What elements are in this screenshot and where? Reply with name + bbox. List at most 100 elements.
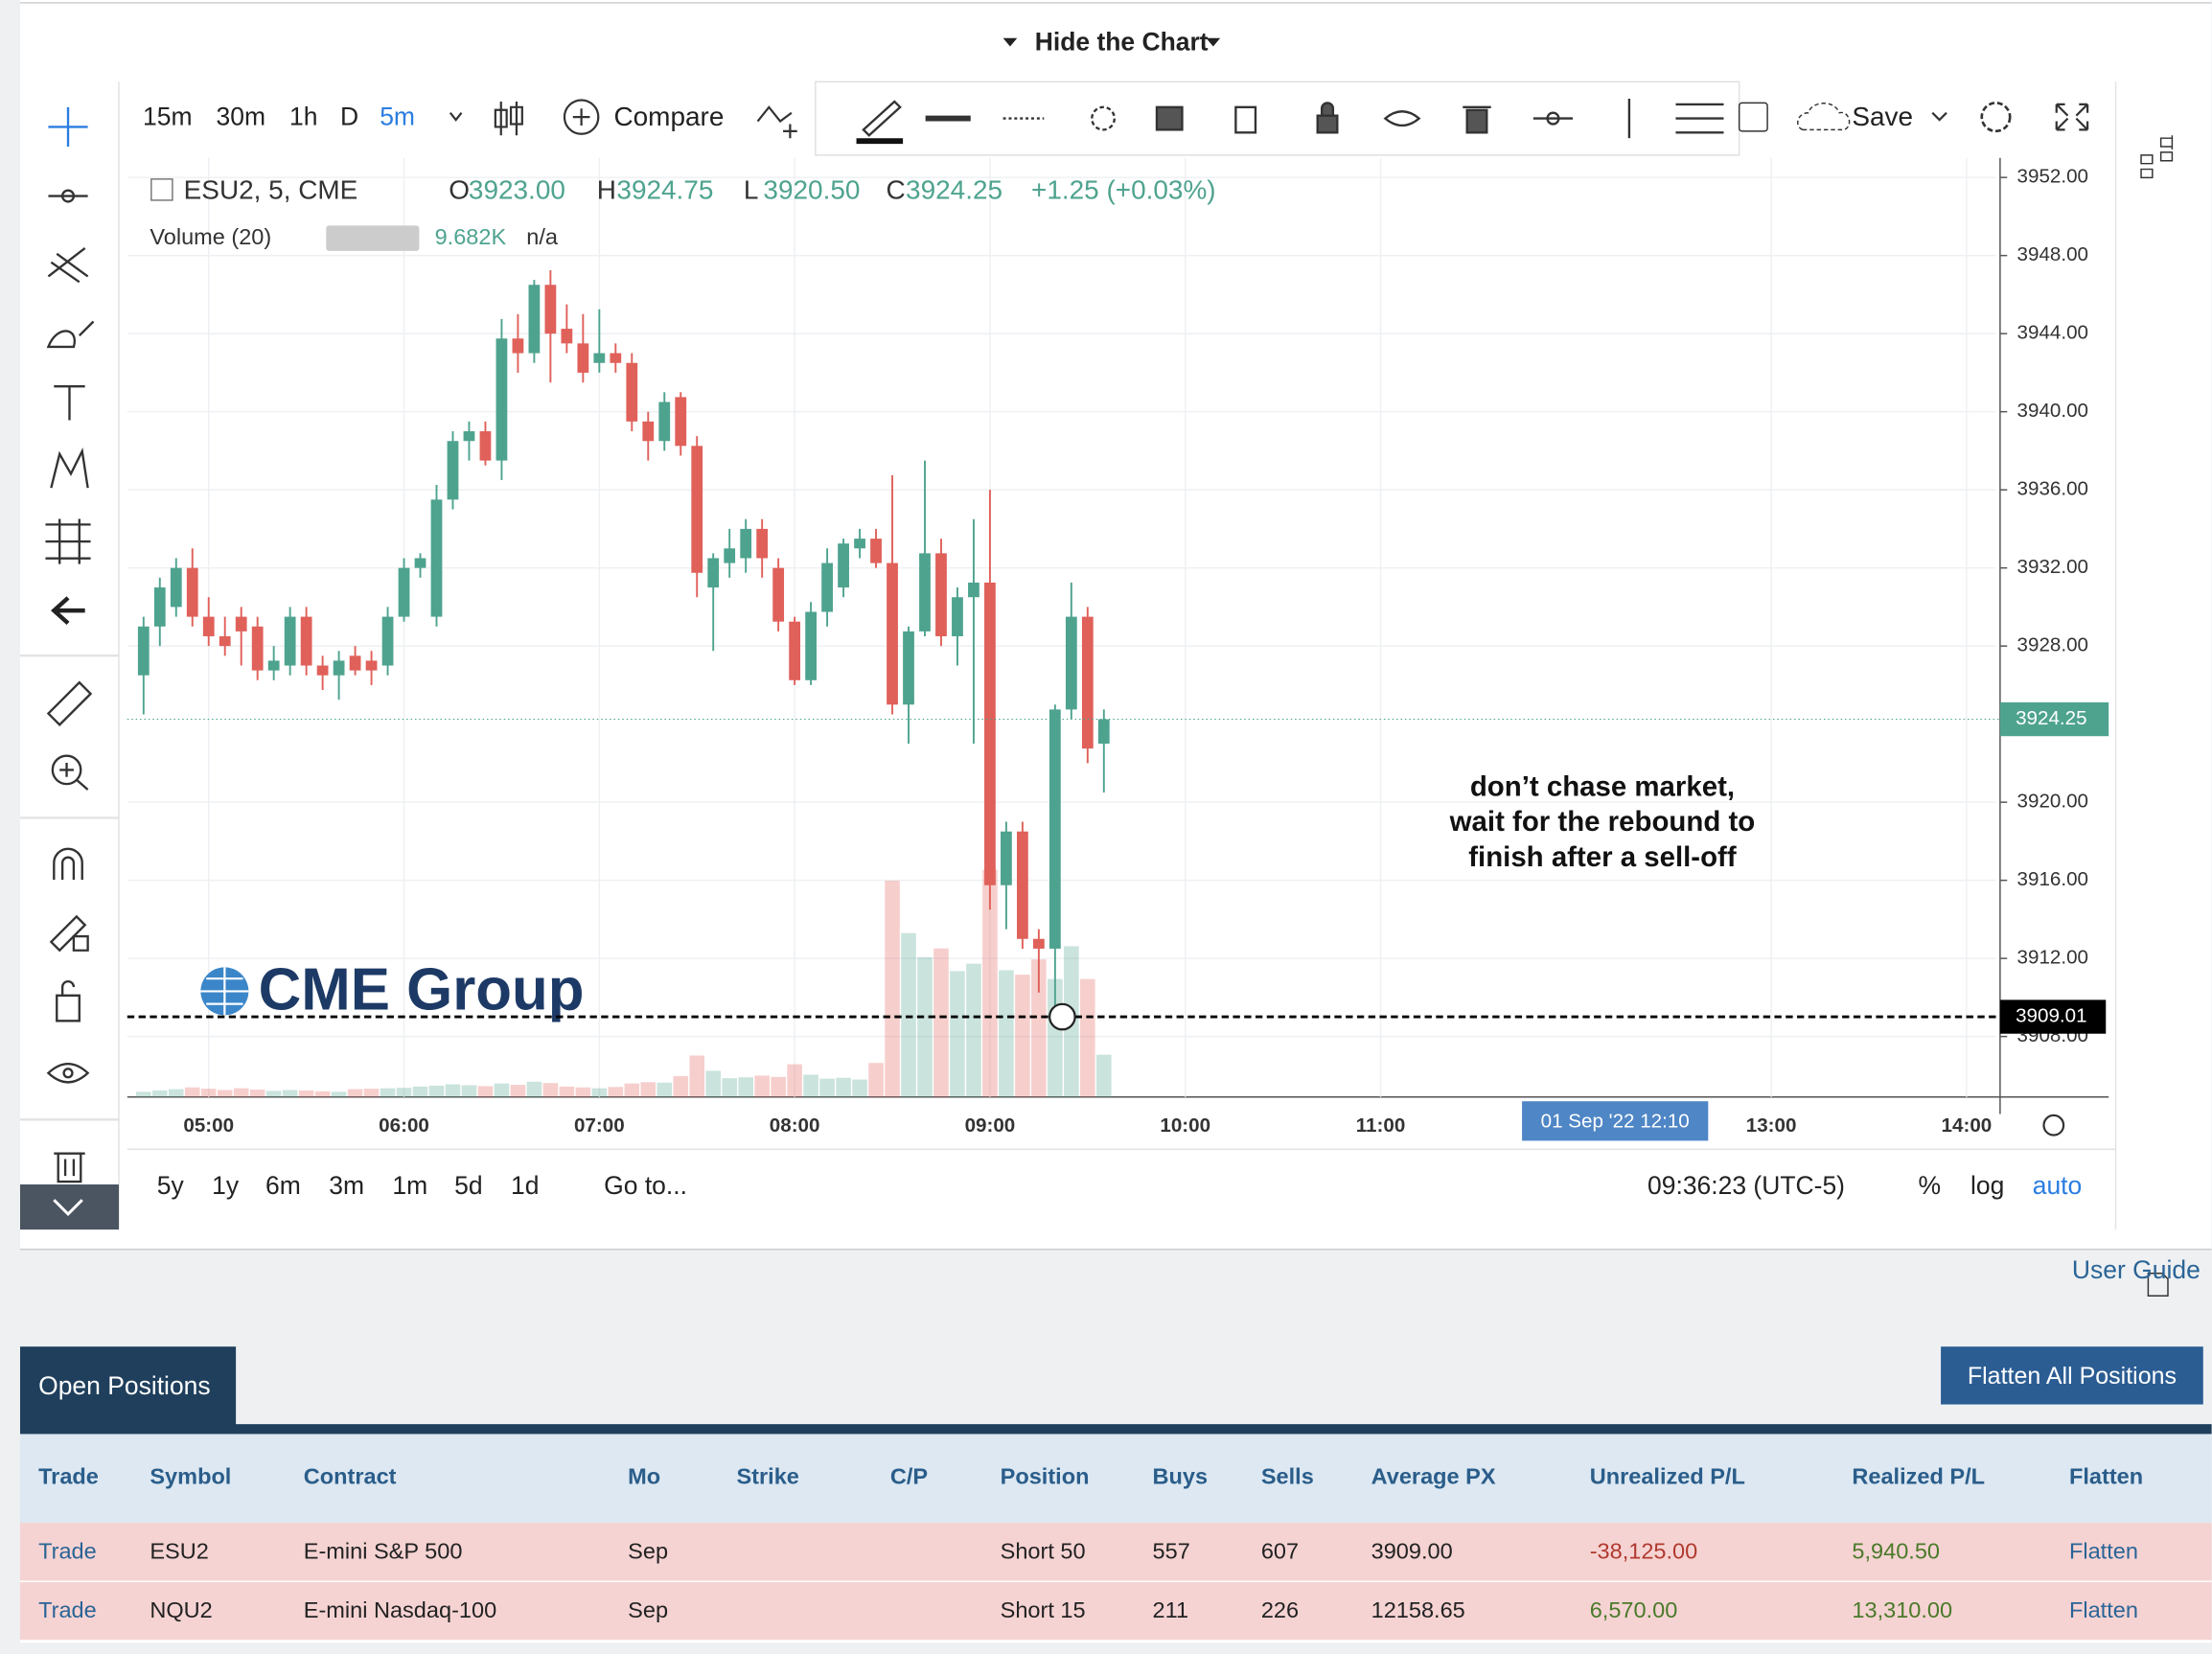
- table-cell: 607: [1261, 1538, 1299, 1563]
- back-tool[interactable]: [51, 596, 85, 626]
- hide-drawing[interactable]: [1383, 110, 1421, 127]
- collapse-legend[interactable]: [150, 178, 173, 201]
- text-tool[interactable]: [54, 384, 85, 421]
- collapse-button[interactable]: [19, 1184, 119, 1230]
- table-cell[interactable]: Trade: [38, 1538, 97, 1563]
- zoom-tool[interactable]: [51, 754, 89, 791]
- horizontal-line[interactable]: [1532, 111, 1574, 126]
- volume-bar: [1096, 1054, 1112, 1097]
- visibility-tool[interactable]: [46, 1063, 90, 1084]
- clone[interactable]: [1234, 105, 1257, 134]
- range-option[interactable]: 1d: [511, 1171, 539, 1200]
- magnet-tool[interactable]: [53, 847, 83, 881]
- interval-option[interactable]: 5m: [380, 103, 415, 131]
- interval-option[interactable]: 30m: [217, 103, 265, 131]
- unlock-tool[interactable]: [56, 979, 81, 1022]
- watermark: CME Group: [259, 957, 585, 1023]
- pattern-tool[interactable]: [50, 448, 89, 489]
- annotation: finish after a sell-off: [1468, 841, 1737, 873]
- goto-button[interactable]: Go to...: [604, 1171, 687, 1200]
- candle-body: [137, 626, 150, 676]
- panel-icon[interactable]: [2140, 135, 2174, 179]
- interval-option[interactable]: 15m: [143, 103, 193, 131]
- table-cell[interactable]: Flatten: [2069, 1538, 2138, 1563]
- fill-color[interactable]: [1155, 105, 1184, 131]
- range-option[interactable]: 1m: [392, 1171, 427, 1200]
- lock-draw-tool[interactable]: [49, 914, 89, 953]
- lock-drawing[interactable]: [1316, 102, 1339, 134]
- volume-bar: [282, 1090, 298, 1097]
- user-guide-link[interactable]: User Guide: [2072, 1255, 2200, 1284]
- volume-bar: [347, 1089, 363, 1097]
- trash-tool[interactable]: [54, 1152, 85, 1183]
- volume-controls: [326, 225, 420, 251]
- flatten-all-label[interactable]: Flatten All Positions: [1968, 1363, 2177, 1390]
- range-option[interactable]: 1y: [212, 1171, 240, 1200]
- candle-body: [1097, 719, 1110, 745]
- compare-button[interactable]: Compare: [613, 102, 724, 131]
- range-option[interactable]: 5y: [157, 1171, 185, 1200]
- drawing-settings[interactable]: [1091, 105, 1117, 131]
- volume-bar: [542, 1083, 559, 1097]
- brush-tool[interactable]: [46, 320, 95, 349]
- interval-menu[interactable]: [449, 112, 463, 122]
- scale-option[interactable]: log: [1970, 1171, 2004, 1200]
- left-toolbar[interactable]: [19, 106, 119, 1183]
- chart-type-button[interactable]: [494, 101, 523, 136]
- candle-body: [658, 402, 671, 442]
- volume-bar: [624, 1083, 640, 1097]
- table-cell[interactable]: Flatten: [2069, 1597, 2138, 1622]
- volume-bar: [657, 1082, 673, 1097]
- y-tick-label: 3940.00: [2017, 400, 2088, 422]
- fib-tool[interactable]: [47, 247, 89, 284]
- fullscreen-button[interactable]: [2055, 103, 2089, 131]
- ohlc-value: 3920.50: [763, 175, 860, 205]
- save-button[interactable]: Save: [1852, 102, 1913, 131]
- symbol-label[interactable]: ESU2, 5, CME: [184, 175, 358, 205]
- scale-option[interactable]: auto: [2033, 1171, 2083, 1200]
- settings-button[interactable]: [1980, 102, 2012, 133]
- crosshair-tool[interactable]: [48, 106, 88, 148]
- tab[interactable]: [19, 1346, 237, 1426]
- x-tick-label: 05:00: [183, 1114, 234, 1137]
- candle-body: [952, 597, 963, 636]
- compare-icon[interactable]: [563, 99, 600, 135]
- volume-bar: [966, 963, 981, 1097]
- column-header: Mo: [628, 1463, 660, 1488]
- range-option[interactable]: 5d: [454, 1171, 482, 1200]
- axis-settings[interactable]: [2042, 1114, 2065, 1137]
- pen-color[interactable]: [862, 100, 902, 137]
- candle-body: [887, 563, 898, 705]
- table-cell: Short 15: [1001, 1597, 1086, 1622]
- scale-option[interactable]: %: [1919, 1171, 1942, 1200]
- ohlc-key: O: [449, 175, 470, 205]
- save-menu[interactable]: [1931, 111, 1947, 122]
- interval-option[interactable]: D: [340, 103, 358, 131]
- save-cloud[interactable]: [1797, 103, 1851, 131]
- volume-bar: [754, 1075, 770, 1097]
- line-tool[interactable]: [48, 189, 88, 203]
- volume-bar: [200, 1089, 217, 1097]
- candle-body: [251, 626, 264, 671]
- candle-body: [267, 660, 280, 671]
- last-price-label: 3924.25: [2016, 707, 2086, 729]
- hide-chart-toggle[interactable]: Hide the Chart: [1035, 28, 1209, 57]
- table-cell: E-mini Nasdaq-100: [304, 1597, 496, 1622]
- remove-drawing[interactable]: [1463, 105, 1491, 134]
- more-tools[interactable]: [1675, 103, 1724, 134]
- annotation: don’t chase market,: [1470, 770, 1735, 802]
- ruler-tool[interactable]: [46, 680, 93, 726]
- column-header: Flatten: [2069, 1463, 2143, 1488]
- annotation: wait for the rebound to: [1449, 806, 1756, 838]
- drawing-toolbar-icons[interactable]: [856, 99, 1724, 145]
- candle-body: [805, 611, 817, 680]
- pdf-icon: [2147, 1272, 2169, 1297]
- indicator-button[interactable]: [756, 105, 797, 139]
- range-option[interactable]: 3m: [329, 1171, 364, 1200]
- flatten-all-button[interactable]: [1941, 1346, 2203, 1405]
- range-option[interactable]: 6m: [265, 1171, 301, 1200]
- table-cell[interactable]: Trade: [38, 1597, 97, 1622]
- interval-option[interactable]: 1h: [289, 103, 317, 131]
- tab-label[interactable]: Open Positions: [38, 1371, 211, 1400]
- measure-tool[interactable]: [45, 518, 91, 564]
